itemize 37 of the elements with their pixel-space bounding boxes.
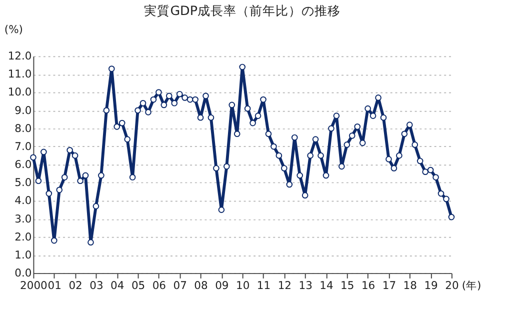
x-tick-label: 10: [236, 279, 250, 292]
y-tick-label: 8.0: [14, 122, 32, 135]
x-tick-label: 13: [298, 279, 312, 292]
x-tick-label: 12: [278, 279, 292, 292]
x-axis-title: (年): [462, 279, 482, 292]
x-tick-label: 16: [361, 279, 376, 292]
y-tick-label: 1.0: [14, 248, 32, 262]
x-tick-label: 15: [340, 279, 354, 292]
y-tick-label: 9.0: [14, 104, 32, 117]
x-tick-label: 09: [215, 279, 229, 292]
y-tick-label: 11.0: [8, 68, 32, 81]
y-tick-label: 5.0: [14, 176, 32, 190]
y-tick-label: 3.0: [14, 212, 32, 226]
y-tick-label: 2.0: [14, 230, 32, 244]
x-tick-label: 07: [173, 279, 187, 292]
y-tick-label: 10.0: [8, 86, 32, 99]
x-tick-label: 05: [131, 279, 146, 292]
x-tick-label: 02: [68, 279, 82, 292]
chart-title: 実質GDP成長率（前年比）の推移: [144, 3, 340, 18]
y-tick-label: 4.0: [14, 194, 32, 208]
x-tick-label: 19: [424, 279, 438, 292]
y-tick-label: 6.0: [14, 158, 32, 172]
x-tick-label: 17: [382, 279, 396, 292]
x-tick-label: 11: [256, 279, 271, 292]
y-tick-label: 0.0: [14, 266, 32, 280]
x-tick-label: 14: [320, 279, 334, 292]
x-tick-label: 04: [110, 279, 124, 292]
x-tick-label: 08: [194, 279, 208, 292]
x-tick-label: 18: [403, 279, 418, 292]
x-tick-label: 03: [90, 279, 104, 292]
y-tick-label: 12.0: [8, 50, 32, 63]
y-tick-label: 7.0: [14, 140, 32, 153]
x-tick-label: 06: [152, 279, 166, 292]
x-tick-label: 20: [445, 279, 459, 292]
x-tick-label: 2000: [20, 279, 48, 292]
y-axis-title: (%): [4, 23, 23, 36]
x-tick-label: 01: [48, 279, 62, 292]
